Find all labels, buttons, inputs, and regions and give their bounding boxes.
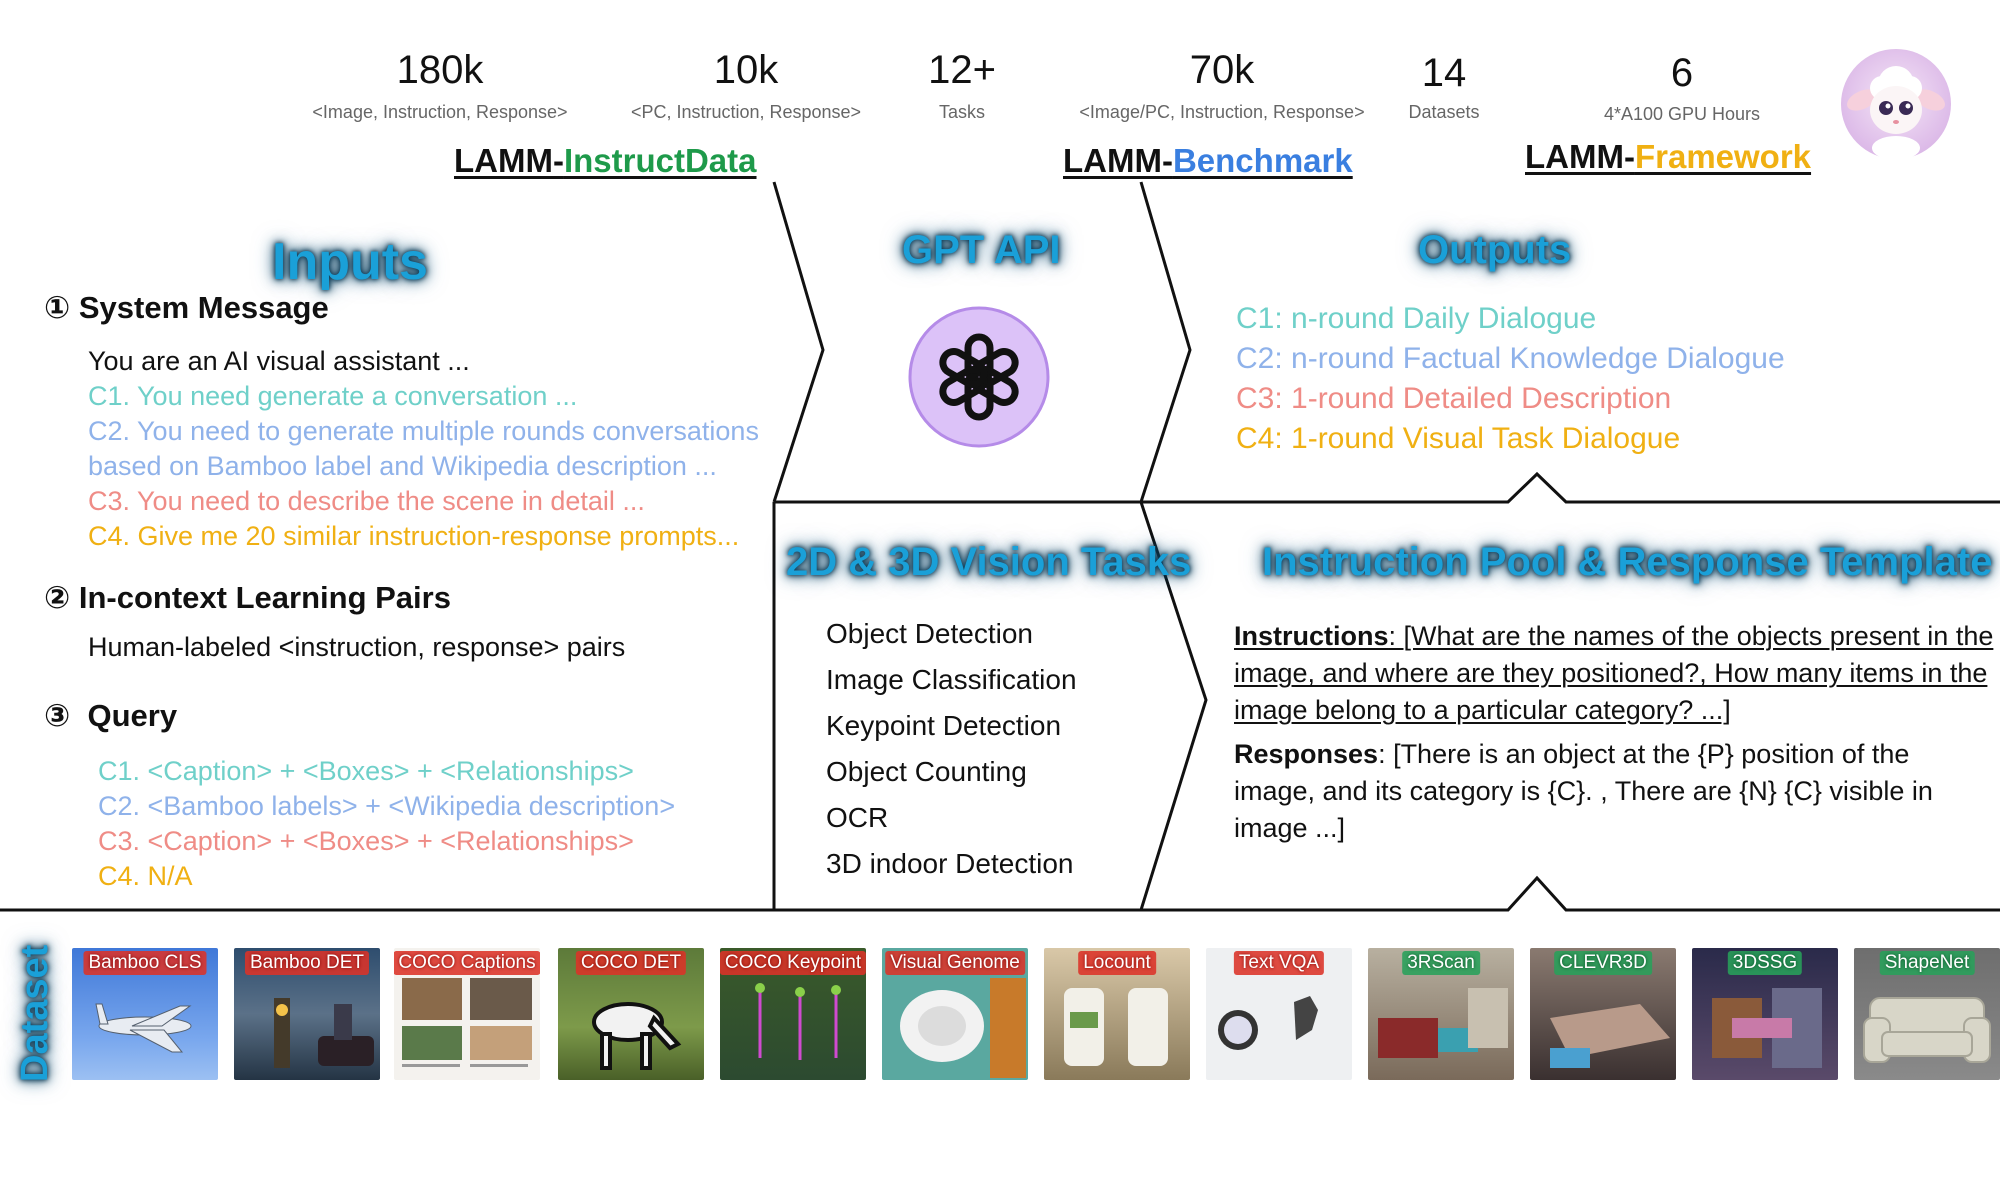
stat-value-gpu: 6 — [1670, 51, 1694, 95]
stat-value-tasks: 12+ — [928, 48, 996, 92]
query-heading: ③ Query — [44, 698, 178, 733]
stat-sub-benchmark: <Image/PC, Instruction, Response> — [1079, 102, 1365, 122]
stat-sub-pc: <PC, Instruction, Response> — [630, 102, 862, 122]
dataset-tile-coco-keypoint: COCO Keypoint — [720, 948, 866, 1080]
system-message-c4: C4. Give me 20 similar instruction-respo… — [88, 521, 740, 551]
stat-value-datasets: 14 — [1421, 51, 1467, 95]
dataset-tile-bamboo-cls: Bamboo CLS — [72, 948, 218, 1080]
dataset-tile-coco-det: COCO DET — [558, 948, 704, 1080]
query-c4: C4. N/A — [98, 861, 193, 891]
openai-logo-icon — [908, 306, 1050, 448]
section-title-instruction-pool: Instruction Pool & Response Template — [1262, 540, 1993, 584]
task-image-classification: Image Classification — [826, 664, 1077, 695]
output-c1: C1: n-round Daily Dialogue — [1236, 302, 1597, 335]
dataset-label-coco-keypoint: COCO Keypoint — [720, 951, 866, 975]
lamm-instructdata-label: LAMM-InstructData — [454, 142, 757, 179]
dataset-tile-3dssg: 3DSSG — [1692, 948, 1838, 1080]
task-3d-indoor-detection: 3D indoor Detection — [826, 848, 1074, 879]
dataset-tile-coco-captions: COCO Captions — [394, 948, 540, 1080]
dataset-label-coco-det: COCO DET — [575, 951, 687, 975]
dataset-tile-shapenet: ShapeNet — [1854, 948, 2000, 1080]
task-object-detection: Object Detection — [826, 618, 1033, 649]
dataset-label-3rscan: 3RScan — [1402, 951, 1480, 975]
dataset-label-3dssg: 3DSSG — [1727, 951, 1803, 975]
dataset-label-visual-genome: Visual Genome — [885, 951, 1025, 975]
dataset-tile-clevr3d: CLEVR3D — [1530, 948, 1676, 1080]
task-keypoint-detection: Keypoint Detection — [826, 710, 1062, 741]
dataset-tile-3rscan: 3RScan — [1368, 948, 1514, 1080]
dataset-label-locount: Locount — [1078, 951, 1156, 975]
icl-heading: ② In-context Learning Pairs — [44, 580, 451, 615]
dataset-tile-locount: Locount — [1044, 948, 1190, 1080]
dataset-tile-visual-genome: Visual Genome — [882, 948, 1028, 1080]
dataset-label-bamboo-cls: Bamboo CLS — [83, 951, 207, 975]
stat-value-pc: 10k — [713, 48, 779, 92]
section-title-gpt-api: GPT API — [902, 228, 1061, 272]
lamm-benchmark-label: LAMM-Benchmark — [1063, 142, 1353, 179]
system-message-c2: C2. You need to generate multiple rounds… — [88, 416, 759, 446]
lamb-mascot-icon — [1840, 48, 1952, 160]
dataset-label-coco-captions: COCO Captions — [394, 951, 540, 975]
stat-sub-datasets: Datasets — [1408, 102, 1480, 122]
dataset-tile-bamboo-det: Bamboo DET — [234, 948, 380, 1080]
dataset-label-text-vqa: Text VQA — [1233, 951, 1325, 975]
stat-sub-tasks: Tasks — [938, 102, 986, 122]
dataset-tile-text-vqa: Text VQA — [1206, 948, 1352, 1080]
system-message-c1: C1. You need generate a conversation ... — [88, 381, 578, 411]
section-title-outputs: Outputs — [1418, 228, 1572, 272]
output-c4: C4: 1-round Visual Task Dialogue — [1236, 422, 1681, 455]
stat-value-benchmark: 70k — [1189, 48, 1255, 92]
dataset-label-clevr3d: CLEVR3D — [1554, 951, 1652, 975]
icl-line: Human-labeled <instruction, response> pa… — [88, 632, 626, 662]
stat-sub-image: <Image, Instruction, Response> — [312, 102, 568, 122]
dataset-vertical-label: Dataset — [14, 944, 56, 1082]
output-c2: C2: n-round Factual Knowledge Dialogue — [1236, 342, 1785, 375]
section-title-inputs: Inputs — [272, 233, 428, 291]
dataset-label-shapenet: ShapeNet — [1879, 951, 1975, 975]
query-c3: C3. <Caption> + <Boxes> + <Relationships… — [98, 826, 634, 856]
system-message-c3: C3. You need to describe the scene in de… — [88, 486, 645, 516]
query-c1: C1. <Caption> + <Boxes> + <Relationships… — [98, 756, 634, 786]
section-title-vision-tasks: 2D & 3D Vision Tasks — [786, 540, 1192, 584]
system-message-line: You are an AI visual assistant ... — [88, 346, 470, 376]
stat-sub-gpu: 4*A100 GPU Hours — [1603, 104, 1761, 124]
task-ocr: OCR — [826, 802, 889, 833]
system-message-heading: ① System Message — [44, 290, 329, 325]
task-object-counting: Object Counting — [826, 756, 1027, 787]
responses-block: Responses: [There is an object at the {P… — [1234, 739, 1933, 843]
stat-value-image: 180k — [396, 48, 484, 92]
instructions-block: Instructions: [What are the names of the… — [1234, 621, 1994, 725]
dataset-label-bamboo-det: Bamboo DET — [244, 951, 370, 975]
lamm-framework-label: LAMM-Framework — [1525, 138, 1812, 175]
query-c2: C2. <Bamboo labels> + <Wikipedia descrip… — [98, 791, 676, 821]
output-c3: C3: 1-round Detailed Description — [1236, 382, 1672, 415]
system-message-c2-cont: based on Bamboo label and Wikipedia desc… — [88, 451, 717, 481]
